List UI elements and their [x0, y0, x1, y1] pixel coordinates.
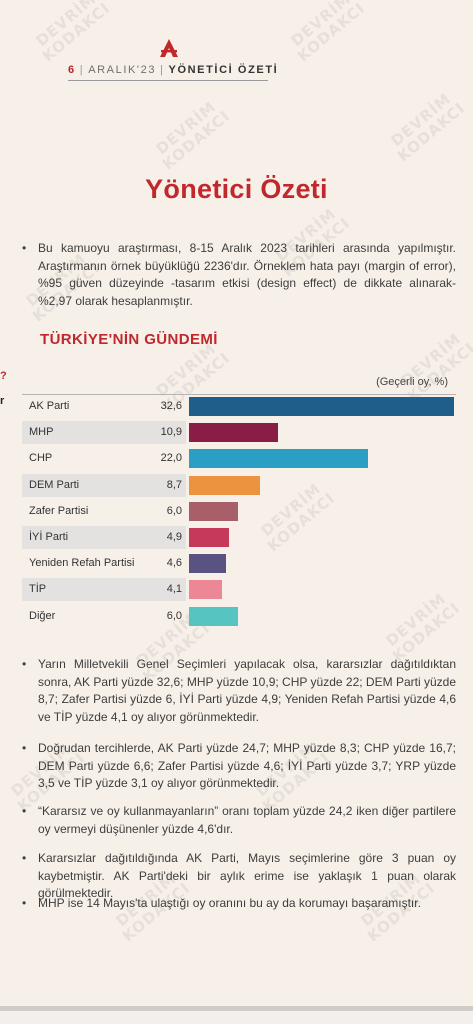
page-header: 6 | ARALIK'23 | YÖNETİCİ ÖZETİ [68, 64, 278, 76]
watermark: DEVRİM KODAKCI [287, 0, 369, 66]
intro-text: Bu kamuoyu araştırması, 8-15 Aralık 2023… [38, 241, 456, 308]
chart-category-label: MHP [29, 426, 54, 439]
clipped-edge-mark: r [0, 395, 5, 407]
chart-row: CHP 22,0 [22, 447, 456, 470]
chart-value-label: 4,6 [166, 557, 182, 570]
row-band [22, 473, 186, 497]
chart-bar [189, 423, 278, 443]
watermark: DEVRİM KODAKCI [152, 97, 234, 174]
page-title: Yönetici Özeti [145, 174, 328, 204]
header-section: YÖNETİCİ ÖZETİ [168, 64, 279, 76]
chart-bar [189, 501, 238, 521]
chart-value-label: 8,7 [166, 478, 182, 491]
chart-value-label: 4,1 [166, 583, 182, 596]
chart-axis-line [22, 394, 456, 395]
bullet-dot: • [22, 851, 27, 865]
chart-category-label: Yeniden Refah Partisi [29, 557, 135, 570]
chart-value-label: 32,6 [160, 400, 182, 412]
chart-row: TİP 4,1 [22, 578, 456, 602]
chart-value-label: 22,0 [160, 452, 182, 465]
bullet-text: MHP ise 14 Mayıs'ta ulaştığı oy oranını … [38, 896, 421, 910]
chart-row: Zafer Partisi 6,0 [22, 500, 456, 523]
chart-bar [189, 580, 223, 600]
chart-row: İYİ Parti 4,9 [22, 526, 456, 549]
chart-category-label: Diğer [29, 609, 56, 622]
chart-row: DEM Parti 8,7 [22, 473, 456, 497]
chart-row: Diğer 6,0 [22, 605, 456, 628]
row-band [22, 421, 186, 445]
watermark: DEVRİM KODAKCI [387, 89, 469, 166]
bullet-item: • Doğrudan tercihlerde, AK Parti yüzde 2… [22, 740, 456, 793]
chart-category-label: TİP [29, 583, 47, 596]
chart-row: MHP 10,9 [22, 421, 456, 445]
intro-bullet: • Bu kamuoyu araştırması, 8-15 Aralık 20… [22, 240, 456, 310]
chart-value-label: 6,0 [166, 609, 182, 622]
clipped-edge-mark: ? [0, 370, 7, 382]
bullet-text: Kararsızlar dağıtıldığında AK Parti, May… [38, 851, 456, 900]
bullet-text: Yarın Milletvekili Genel Seçimleri yapıl… [38, 657, 456, 724]
chart-row: AK Parti 32,6 [22, 395, 456, 418]
chart-value-label: 10,9 [160, 426, 182, 439]
bullet-item: • Yarın Milletvekili Genel Seçimleri yap… [22, 656, 456, 726]
chart-value-label: 6,0 [166, 504, 182, 517]
bullet-item: • MHP ise 14 Mayıs'ta ulaştığı oy oranın… [22, 895, 456, 913]
header-divider [68, 80, 268, 81]
chart-category-label: DEM Parti [29, 478, 80, 491]
chart-row: Yeniden Refah Partisi 4,6 [22, 552, 456, 575]
bullet-text: Doğrudan tercihlerde, AK Parti yüzde 24,… [38, 741, 456, 790]
chart-bar [189, 397, 454, 416]
header-date: ARALIK'23 [88, 64, 157, 76]
row-band [22, 526, 186, 549]
chart-unit-label: (Geçerli oy, %) [376, 376, 448, 388]
bullet-item: • “Kararsız ve oy kullanmayanların” oran… [22, 803, 456, 838]
chart-category-label: AK Parti [29, 400, 70, 412]
bullet-item: • Kararsızlar dağıtıldığında AK Parti, M… [22, 850, 456, 903]
chart-bar [189, 554, 227, 574]
brand-logo-icon [160, 39, 178, 57]
bullet-dot: • [22, 657, 27, 671]
bullet-dot: • [22, 804, 27, 818]
chart-value-label: 4,9 [166, 531, 182, 543]
watermark: DEVRİM KODAKCI [32, 0, 114, 66]
bullet-dot: • [22, 241, 27, 255]
row-band [22, 578, 186, 602]
bullet-dot: • [22, 741, 27, 755]
footer-strip [0, 1011, 473, 1024]
chart-bar [189, 449, 368, 469]
bullet-dot: • [22, 896, 27, 910]
page-number: 6 [68, 64, 76, 76]
header-separator: | [79, 64, 85, 76]
footer-divider [0, 1006, 473, 1011]
section-subtitle: TÜRKİYE'NİN GÜNDEMİ [40, 331, 218, 348]
chart-category-label: İYİ Parti [29, 531, 69, 543]
chart-bar [189, 528, 229, 547]
chart-category-label: CHP [29, 452, 53, 465]
bullet-text: “Kararsız ve oy kullanmayanların” oranı … [38, 804, 456, 836]
header-separator: | [160, 64, 165, 76]
vote-share-bar-chart: (Geçerli oy, %) AK Parti 32,6 MHP 10,9 CHP 22… [22, 372, 456, 632]
chart-bar [189, 606, 238, 626]
chart-bar [189, 475, 260, 495]
chart-category-label: Zafer Partisi [29, 504, 89, 517]
